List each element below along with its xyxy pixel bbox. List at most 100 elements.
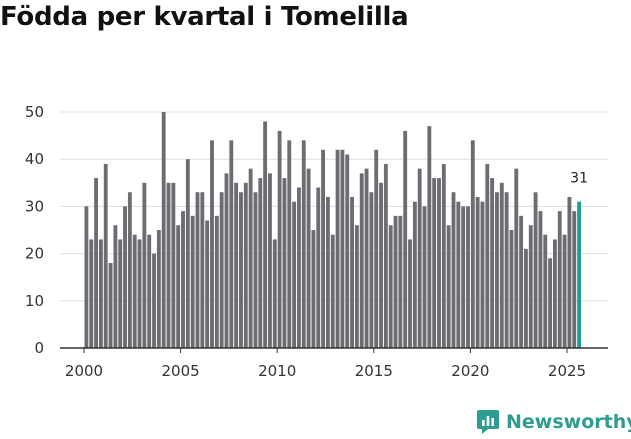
bar bbox=[113, 225, 118, 348]
bar bbox=[499, 182, 504, 348]
bar bbox=[427, 126, 432, 348]
bar bbox=[253, 192, 258, 348]
x-tick-label: 2000 bbox=[65, 362, 103, 380]
newsworthy-logo-icon bbox=[477, 410, 499, 434]
bar bbox=[287, 140, 292, 348]
bar bbox=[94, 178, 98, 348]
bar bbox=[147, 234, 152, 348]
bar bbox=[84, 206, 89, 348]
bar bbox=[432, 178, 437, 348]
data-label: 31 bbox=[570, 171, 588, 187]
bar bbox=[350, 196, 354, 348]
bar bbox=[441, 163, 446, 348]
bar bbox=[200, 192, 205, 348]
bar bbox=[282, 178, 287, 348]
bar bbox=[185, 159, 190, 348]
bar bbox=[108, 263, 113, 348]
bar bbox=[543, 234, 548, 348]
bar bbox=[466, 206, 470, 348]
bar bbox=[166, 182, 171, 348]
bar bbox=[306, 168, 311, 348]
x-tick-label: 2020 bbox=[451, 362, 489, 380]
bar bbox=[383, 163, 388, 348]
tick-labels: 0 10 20 30 40 50 31 2000 2005 2010 2015 2020 2025 bbox=[25, 103, 588, 380]
y-tick-label: 10 bbox=[25, 292, 44, 310]
bar bbox=[268, 173, 272, 348]
bar bbox=[374, 149, 379, 348]
bar bbox=[485, 163, 490, 348]
bar-highlight bbox=[577, 201, 581, 348]
bar bbox=[509, 230, 514, 348]
x-tick-label: 2025 bbox=[548, 362, 586, 380]
bar bbox=[103, 163, 108, 348]
y-tick-label: 20 bbox=[25, 245, 44, 263]
bar bbox=[171, 182, 176, 348]
bar bbox=[181, 211, 185, 348]
bar bbox=[224, 173, 229, 348]
bar bbox=[142, 182, 147, 348]
bar bbox=[495, 192, 499, 348]
bar bbox=[359, 173, 364, 348]
bar bbox=[354, 225, 359, 348]
bar bbox=[292, 201, 297, 348]
bar bbox=[229, 140, 234, 348]
bar bbox=[422, 206, 427, 348]
brand-logo: Newsworthy bbox=[476, 409, 631, 435]
bar bbox=[446, 225, 451, 348]
bar bbox=[243, 182, 248, 348]
x-tick-label: 2015 bbox=[355, 362, 393, 380]
bar bbox=[475, 196, 480, 348]
bar bbox=[408, 239, 412, 348]
bar bbox=[417, 168, 422, 348]
bar bbox=[538, 211, 543, 348]
bar bbox=[316, 187, 321, 348]
bar bbox=[127, 192, 132, 348]
bar bbox=[345, 154, 350, 348]
y-tick-label: 30 bbox=[25, 197, 44, 215]
bar bbox=[552, 239, 557, 348]
bar bbox=[557, 211, 562, 348]
bar bbox=[548, 258, 553, 348]
bars bbox=[84, 112, 581, 348]
bar bbox=[239, 192, 243, 348]
bar bbox=[533, 192, 538, 348]
y-tick-label: 50 bbox=[25, 103, 44, 121]
bar bbox=[234, 182, 239, 348]
bar bbox=[301, 140, 306, 348]
bar bbox=[379, 182, 383, 348]
brand-name: Newsworthy bbox=[506, 411, 631, 433]
bar bbox=[325, 196, 330, 348]
bar bbox=[210, 140, 214, 348]
axes bbox=[60, 347, 608, 353]
bar bbox=[248, 168, 253, 348]
x-tick-label: 2005 bbox=[162, 362, 200, 380]
bar bbox=[335, 149, 340, 348]
bar bbox=[470, 140, 475, 348]
bar bbox=[524, 248, 528, 348]
bar bbox=[456, 201, 461, 348]
bar bbox=[137, 239, 142, 348]
bar bbox=[118, 239, 123, 348]
y-tick-label: 40 bbox=[25, 150, 44, 168]
y-tick-label: 0 bbox=[34, 339, 44, 357]
bar bbox=[272, 239, 277, 348]
bar bbox=[156, 230, 161, 348]
bar bbox=[388, 225, 393, 348]
bar bbox=[152, 253, 156, 348]
bar bbox=[461, 206, 466, 348]
bar bbox=[403, 130, 408, 348]
bar bbox=[263, 121, 268, 348]
bar bbox=[330, 234, 335, 348]
bar bbox=[340, 149, 345, 348]
bar bbox=[514, 168, 519, 348]
bar bbox=[369, 192, 374, 348]
bar bbox=[451, 192, 456, 348]
bar bbox=[205, 220, 210, 348]
bar bbox=[480, 201, 485, 348]
bar bbox=[123, 206, 127, 348]
chart-title: Födda per kvartal i Tomelilla bbox=[0, 2, 409, 32]
bar bbox=[214, 215, 219, 348]
bar bbox=[176, 225, 181, 348]
bar bbox=[562, 234, 567, 348]
